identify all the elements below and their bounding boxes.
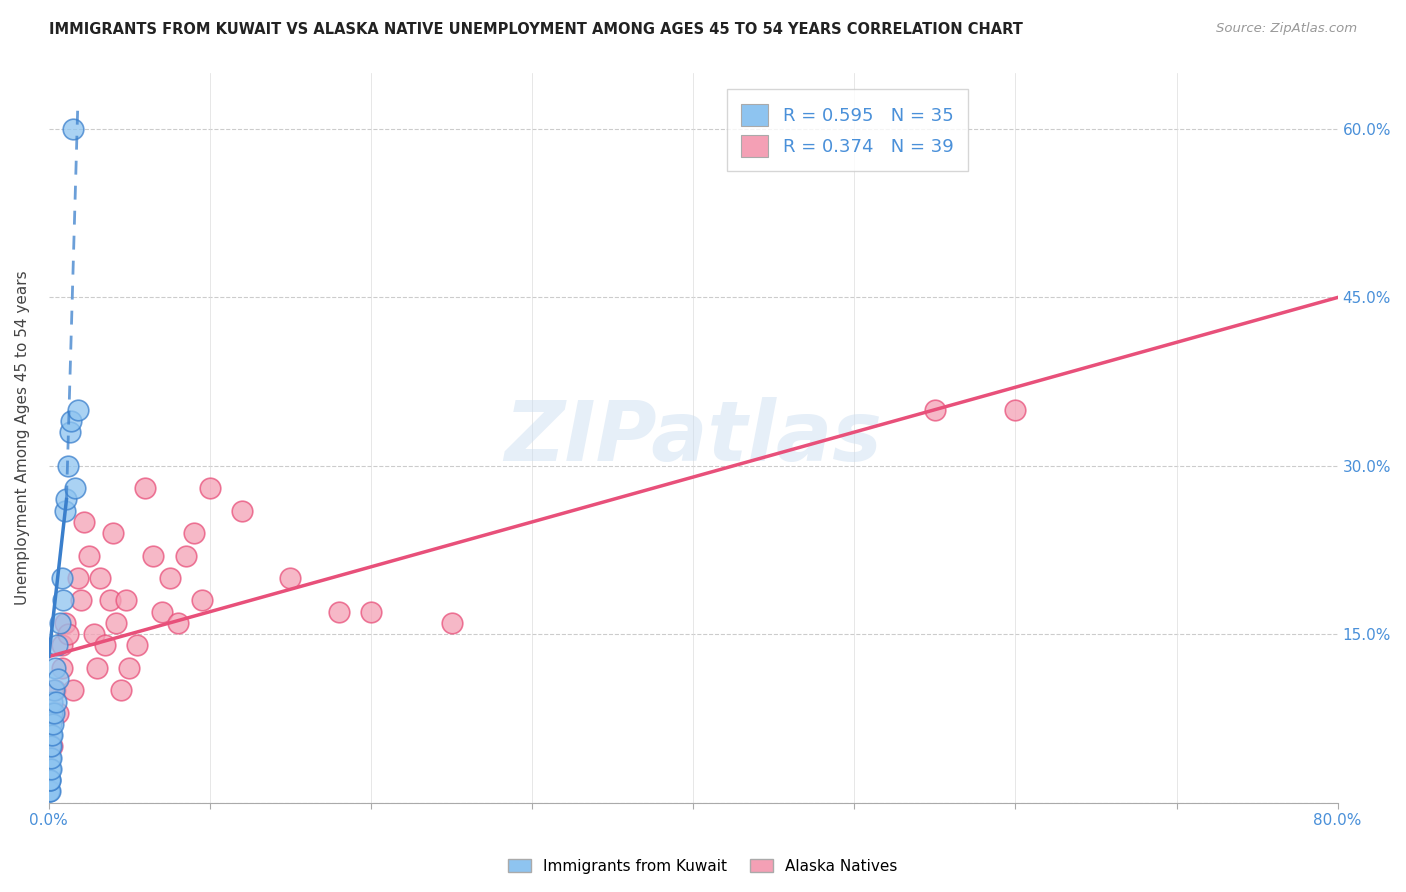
Point: [38, 784, 60, 798]
Point: [39, 750, 62, 764]
Legend: R = 0.595   N = 35, R = 0.374   N = 39: R = 0.595 N = 35, R = 0.374 N = 39: [727, 89, 967, 171]
Point: [39, 728, 62, 742]
Point: [118, 661, 141, 675]
Point: [38, 762, 60, 776]
Point: [174, 549, 197, 563]
Point: [49, 615, 72, 630]
Point: [83, 627, 105, 641]
Point: [62, 122, 84, 136]
Point: [127, 639, 149, 653]
Point: [89, 571, 111, 585]
Point: [48, 706, 70, 720]
Point: [86, 661, 108, 675]
Point: [42, 683, 65, 698]
Point: [280, 571, 302, 585]
Point: [51, 571, 73, 585]
Point: [38, 784, 60, 798]
Text: Source: ZipAtlas.com: Source: ZipAtlas.com: [1216, 22, 1357, 36]
Point: [183, 526, 205, 541]
Point: [44, 706, 66, 720]
Point: [41, 706, 63, 720]
Point: [98, 593, 121, 607]
Point: [59, 425, 82, 439]
Text: ZIPatlas: ZIPatlas: [505, 397, 882, 478]
Point: [73, 515, 96, 529]
Point: [39, 750, 62, 764]
Point: [159, 571, 181, 585]
Point: [41, 694, 63, 708]
Point: [41, 739, 63, 754]
Point: [1004, 402, 1026, 417]
Point: [38, 784, 60, 798]
Point: [328, 605, 350, 619]
Legend: Immigrants from Kuwait, Alaska Natives: Immigrants from Kuwait, Alaska Natives: [502, 853, 904, 880]
Point: [60, 414, 83, 428]
Point: [39, 717, 62, 731]
Point: [360, 605, 382, 619]
Point: [44, 683, 66, 698]
Point: [55, 492, 77, 507]
Point: [42, 717, 65, 731]
Point: [45, 694, 67, 708]
Point: [63, 481, 86, 495]
Point: [198, 481, 221, 495]
Point: [39, 739, 62, 754]
Point: [70, 593, 93, 607]
Point: [38, 773, 60, 788]
Y-axis label: Unemployment Among Ages 45 to 54 years: Unemployment Among Ages 45 to 54 years: [15, 270, 30, 605]
Point: [166, 615, 188, 630]
Point: [51, 639, 73, 653]
Point: [39, 762, 62, 776]
Point: [150, 605, 173, 619]
Point: [440, 615, 463, 630]
Point: [134, 481, 156, 495]
Point: [53, 615, 76, 630]
Point: [231, 504, 253, 518]
Point: [115, 593, 138, 607]
Point: [44, 661, 66, 675]
Point: [103, 526, 125, 541]
Point: [41, 739, 63, 754]
Point: [53, 504, 76, 518]
Point: [191, 593, 214, 607]
Point: [51, 661, 73, 675]
Point: [924, 402, 946, 417]
Point: [41, 728, 63, 742]
Point: [45, 639, 67, 653]
Point: [38, 773, 60, 788]
Point: [62, 683, 84, 698]
Point: [77, 549, 100, 563]
Text: IMMIGRANTS FROM KUWAIT VS ALASKA NATIVE UNEMPLOYMENT AMONG AGES 45 TO 54 YEARS C: IMMIGRANTS FROM KUWAIT VS ALASKA NATIVE …: [49, 22, 1024, 37]
Point: [48, 672, 70, 686]
Point: [66, 402, 89, 417]
Point: [39, 773, 62, 788]
Point: [66, 571, 89, 585]
Point: [105, 615, 128, 630]
Point: [52, 593, 75, 607]
Point: [56, 458, 79, 473]
Point: [94, 639, 117, 653]
Point: [110, 683, 132, 698]
Point: [56, 627, 79, 641]
Point: [142, 549, 165, 563]
